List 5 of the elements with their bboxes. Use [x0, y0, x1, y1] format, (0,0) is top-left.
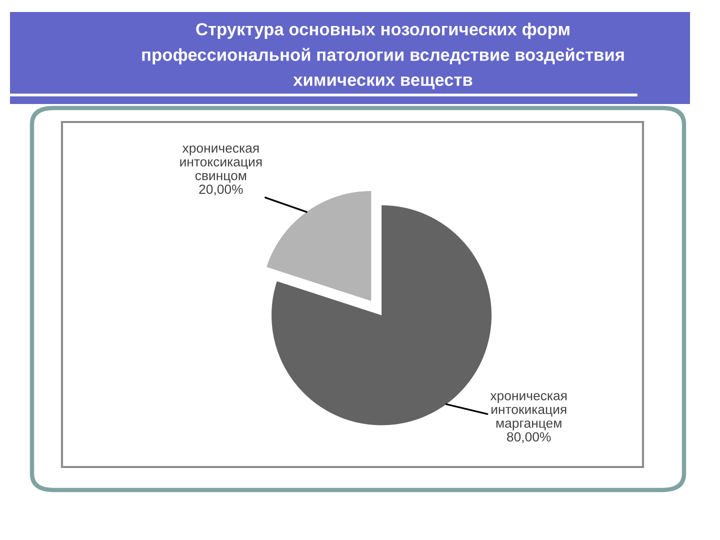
slice-label: хроническая интокикация марганцем — [490, 393, 567, 430]
chart-title: Структура основных нозологических форм профессиональной патологии вследствие воздействия химических веществ — [142, 22, 624, 90]
data-label: 20,00% — [199, 184, 243, 196]
slice-label: хроническая интоксикация свинцом — [180, 146, 262, 183]
data-label: 80,00% — [507, 432, 551, 444]
